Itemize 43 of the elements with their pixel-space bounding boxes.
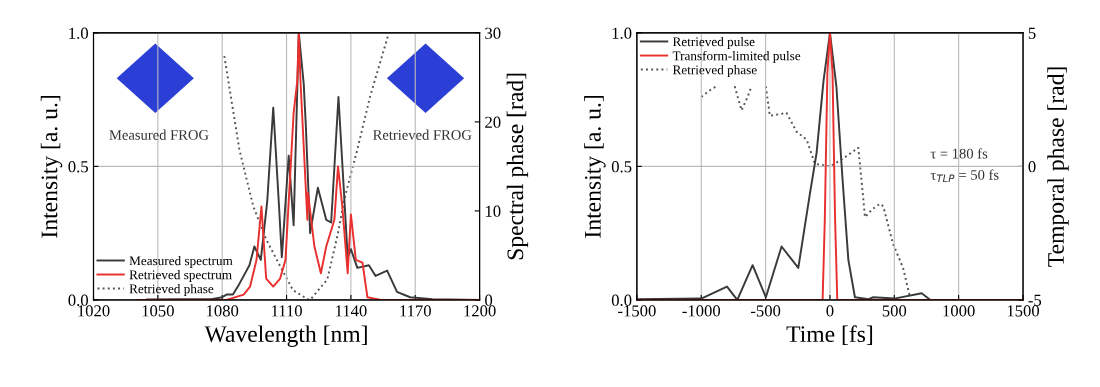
legend-label: Retrieved phase xyxy=(672,65,757,77)
x-tick-label: -1000 xyxy=(682,305,721,317)
y2-tick-label: 30 xyxy=(485,27,501,39)
y2-tick-label: 0 xyxy=(1028,161,1036,173)
annotation: Retrieved FROG xyxy=(373,129,472,140)
x-axis-title: Time [fs] xyxy=(786,325,873,345)
x-tick-label: 1080 xyxy=(207,305,239,317)
x-tick-label: 1110 xyxy=(271,305,302,317)
x-tick-label: 500 xyxy=(882,305,907,317)
annotation: τ$_{TLP}$ = 50 fs xyxy=(930,169,999,183)
legend-label: Measured spectrum xyxy=(129,255,233,268)
x-tick-label: 1140 xyxy=(336,305,367,317)
x-tick-label: 1170 xyxy=(400,305,431,317)
y-axis-title: Intensity [a. u.] xyxy=(584,96,606,238)
x-tick-label: 0 xyxy=(826,305,834,317)
x-tick-label: 1000 xyxy=(943,305,975,317)
legend-label: Transform-limited pulse xyxy=(672,50,801,63)
x-tick-label: -500 xyxy=(750,305,781,317)
y-tick-label: 0.5 xyxy=(611,161,632,173)
x-tick-label: 1500 xyxy=(1007,305,1040,317)
x-tick-label: 1200 xyxy=(464,305,496,317)
legend-label: Retrieved spectrum xyxy=(129,269,232,282)
y2-tick-label: 10 xyxy=(485,205,501,217)
y-tick-label: 1.0 xyxy=(612,27,632,39)
y2-axis-title: Temporal phase [rad] xyxy=(1047,67,1069,267)
x-tick-label: -1500 xyxy=(618,305,656,317)
x-tick-label: 1020 xyxy=(78,305,110,317)
y-axis-title: Intensity [a. u.] xyxy=(40,96,63,238)
annotation: τ = 180 fs xyxy=(930,148,988,159)
y2-tick-label: 5 xyxy=(1028,27,1036,39)
y-tick-label: 0.0 xyxy=(68,294,88,306)
y2-tick-label: 0 xyxy=(485,294,493,306)
legend-label: Retrieved pulse xyxy=(672,36,755,49)
annotation: Measured FROG xyxy=(109,129,209,140)
y-tick-label: 1.0 xyxy=(69,27,88,39)
y2-tick-label: -5 xyxy=(1028,294,1042,306)
y2-axis-title: Spectral phase [rad] xyxy=(506,73,529,260)
y2-tick-label: 20 xyxy=(485,116,501,128)
x-tick-label: 1050 xyxy=(142,305,174,317)
x-axis-title: Wavelength [nm] xyxy=(204,325,367,347)
y-tick-label: 0.0 xyxy=(611,294,632,306)
y-tick-label: 0.5 xyxy=(68,161,88,173)
legend-label: Retrieved phase xyxy=(129,284,214,296)
